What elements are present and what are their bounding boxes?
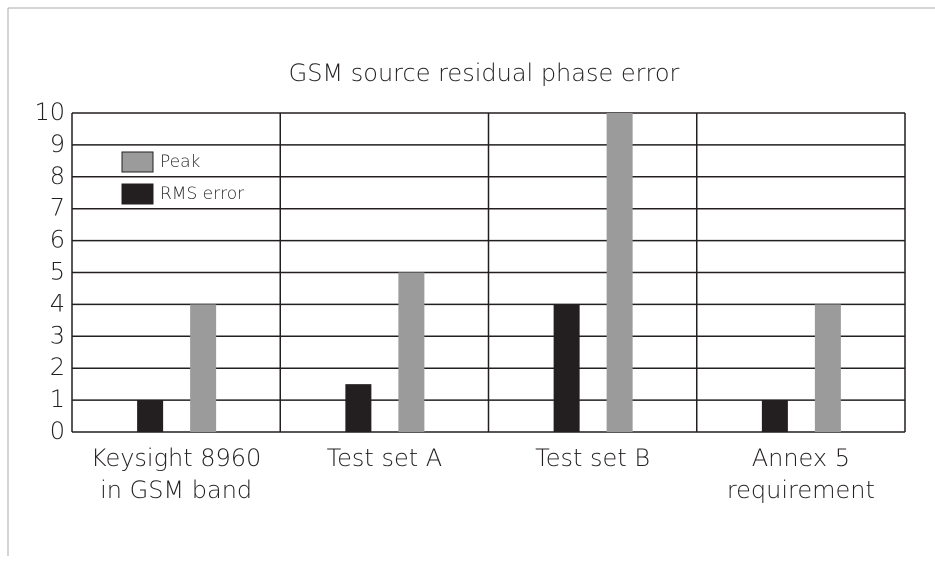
legend-label: Peak (160, 152, 201, 172)
bar (761, 400, 788, 432)
y-tick-label: 10 (34, 98, 65, 126)
legend-label: RMS error (160, 184, 244, 204)
chart-title: GSM source residual phase error (289, 59, 680, 87)
legend-swatch (121, 183, 154, 205)
y-tick-label: 7 (50, 194, 65, 222)
bar (345, 384, 372, 432)
y-tick-label: 0 (50, 417, 65, 445)
legend-swatch (121, 151, 154, 173)
y-tick-label: 3 (50, 321, 65, 349)
y-tick-label: 5 (50, 258, 65, 286)
bar (553, 304, 580, 432)
y-tick-label: 6 (50, 226, 65, 254)
y-tick-label: 2 (50, 353, 65, 381)
x-tick-label: requirement (727, 476, 875, 504)
x-tick-label: in GSM band (100, 476, 252, 504)
bar (606, 113, 633, 432)
y-tick-label: 1 (50, 385, 65, 413)
x-tick-label: Keysight 8960 (91, 444, 261, 472)
y-tick-label: 4 (50, 289, 65, 317)
x-tick-label: Annex 5 (752, 444, 850, 472)
x-tick-label: Test set A (327, 444, 443, 472)
bar (814, 304, 841, 432)
y-tick-label: 8 (50, 162, 65, 190)
bar (137, 400, 164, 432)
x-tick-label: Test set B (535, 444, 650, 472)
y-tick-label: 9 (50, 130, 65, 158)
bar (190, 304, 217, 432)
bar (398, 272, 425, 432)
